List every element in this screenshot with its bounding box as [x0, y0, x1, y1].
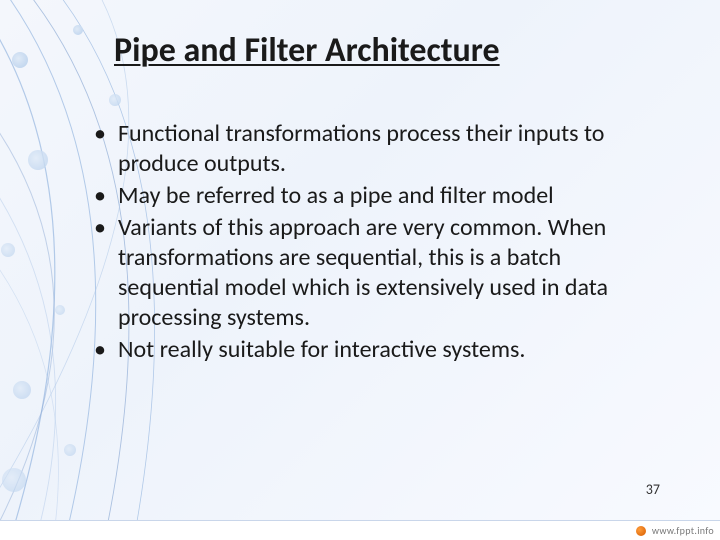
bullet-item: May be referred to as a pipe and filter …: [90, 181, 660, 211]
bullet-item: Not really suitable for interactive syst…: [90, 335, 660, 365]
bullet-list: Functional transformations process their…: [90, 119, 660, 365]
footer-logo-icon: [636, 526, 646, 536]
bullet-item: Functional transformations process their…: [90, 119, 660, 179]
slide-title: Pipe and Filter Architecture: [90, 30, 660, 71]
footer-bar: www.fppt.info: [0, 520, 720, 540]
footer-site-link[interactable]: www.fppt.info: [652, 524, 714, 537]
page-number: 37: [646, 481, 660, 498]
slide-content: Pipe and Filter Architecture Functional …: [0, 0, 720, 540]
bullet-item: Variants of this approach are very commo…: [90, 213, 660, 333]
